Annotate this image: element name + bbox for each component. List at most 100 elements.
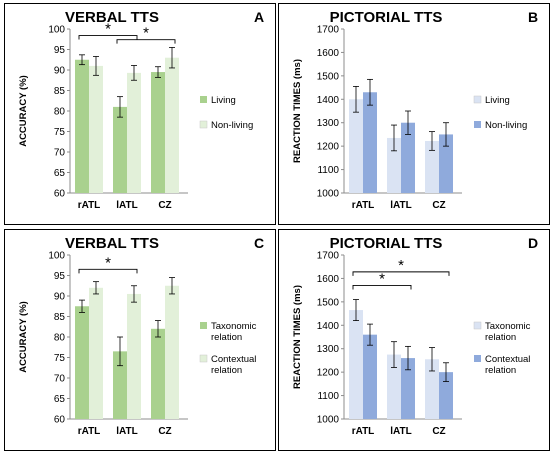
y-tick-label: 80 — [54, 107, 66, 118]
legend-label: Contextual relation — [211, 354, 256, 376]
y-tick-label: 65 — [54, 394, 66, 405]
bar — [165, 57, 179, 194]
chart-d: PICTORIAL TTS D 1000 1100 1200 1300 1400 1500 16… — [278, 229, 550, 451]
y-tick-label: 100 — [48, 25, 65, 36]
x-tick-label: lATL — [116, 426, 137, 437]
bar — [363, 334, 377, 419]
legend-swatch — [474, 355, 481, 362]
y-axis-label: REACTION TIMES (ms) — [292, 285, 303, 389]
legend-swatch — [473, 321, 482, 330]
y-tick-label: 1700 — [317, 25, 340, 36]
significance-bracket — [78, 268, 138, 274]
panel-letter: B — [528, 9, 538, 25]
chart-title: VERBAL TTS — [65, 9, 159, 26]
significance-bracket — [78, 35, 138, 40]
y-tick-label: 85 — [54, 312, 66, 323]
legend-label: Living — [211, 95, 236, 106]
legend-label: Contextual relation — [485, 354, 530, 376]
y-tick-label: 1700 — [317, 251, 340, 262]
legend-label: Taxonomic relation — [211, 321, 257, 343]
y-axis-label: REACTION TIMES (ms) — [292, 59, 303, 163]
y-tick-label: 70 — [54, 148, 66, 159]
bar — [89, 287, 103, 419]
y-tick-label: 75 — [54, 353, 66, 364]
panel-letter: C — [254, 235, 264, 251]
y-tick-label: 1100 — [317, 165, 339, 176]
y-tick-label: 1100 — [317, 391, 339, 402]
bar — [165, 285, 179, 419]
y-tick-label: 1300 — [317, 344, 340, 355]
panel-a: VERBAL TTS A 60 65 70 75 80 85 90 95 100 ACCURACY (… — [4, 3, 276, 225]
chart-a: VERBAL TTS A 60 65 70 75 80 85 90 95 100 ACCURACY (… — [4, 3, 276, 225]
y-tick-label: 1600 — [317, 274, 340, 285]
chart-title: PICTORIAL TTS — [330, 235, 443, 252]
x-tick-label: CZ — [158, 426, 171, 437]
bar — [127, 293, 141, 419]
bar — [401, 358, 415, 419]
panel-d: PICTORIAL TTS D 1000 1100 1200 1300 1400 1500 16… — [278, 229, 550, 451]
significance-bracket — [352, 285, 412, 290]
y-tick-label: 1400 — [317, 321, 340, 332]
legend-label: Non-living — [211, 120, 253, 131]
y-tick-label: 90 — [54, 66, 66, 77]
legend-label: Taxonomic relation — [485, 321, 531, 343]
y-tick-label: 95 — [54, 271, 66, 282]
x-tick-label: rATL — [352, 426, 375, 437]
x-tick-label: lATL — [116, 200, 137, 211]
y-tick-label: 1000 — [317, 415, 340, 426]
bar — [439, 372, 453, 419]
y-tick-label: 1000 — [317, 189, 340, 200]
y-tick-label: 90 — [54, 292, 66, 303]
bar — [75, 306, 89, 419]
legend-swatch — [473, 95, 482, 104]
x-tick-label: rATL — [78, 200, 101, 211]
significance-bracket — [116, 39, 176, 44]
bar — [127, 72, 141, 193]
bar — [151, 72, 165, 193]
significance-marker: * — [105, 254, 111, 271]
y-tick-label: 60 — [54, 415, 66, 426]
x-tick-label: CZ — [432, 200, 445, 211]
y-tick-label: 1200 — [317, 142, 340, 153]
x-tick-label: rATL — [352, 200, 375, 211]
y-tick-label: 75 — [54, 127, 66, 138]
legend-swatch — [474, 121, 481, 128]
bar — [113, 106, 127, 193]
chart-title: VERBAL TTS — [65, 235, 159, 252]
y-axis-label: ACCURACY (%) — [18, 75, 29, 147]
significance-bracket — [352, 271, 450, 276]
y-tick-label: 60 — [54, 189, 66, 200]
bar — [425, 140, 439, 193]
significance-marker: * — [143, 25, 149, 42]
chart-title: PICTORIAL TTS — [330, 9, 443, 26]
y-tick-label: 1200 — [317, 368, 340, 379]
y-tick-label: 1600 — [317, 48, 340, 59]
bar — [439, 134, 453, 193]
significance-marker: * — [105, 21, 111, 38]
y-tick-label: 1400 — [317, 95, 340, 106]
y-tick-label: 100 — [48, 251, 65, 262]
y-tick-label: 65 — [54, 168, 66, 179]
y-tick-label: 85 — [54, 86, 66, 97]
y-tick-label: 1500 — [317, 297, 340, 308]
y-tick-label: 1300 — [317, 118, 340, 129]
legend-swatch — [199, 120, 208, 129]
bar — [75, 59, 89, 193]
bar — [349, 99, 363, 193]
bar — [425, 359, 439, 419]
legend-label: Living — [485, 95, 510, 106]
y-tick-label: 70 — [54, 374, 66, 385]
y-axis-label: ACCURACY (%) — [18, 301, 29, 373]
legend-label: Non-living — [485, 120, 527, 131]
legend-swatch — [200, 96, 207, 103]
x-tick-label: lATL — [390, 200, 411, 211]
bar — [401, 122, 415, 193]
chart-c: VERBAL TTS C 60 65 70 75 80 85 90 95 100 ACCURACY (… — [4, 229, 276, 451]
bar — [387, 354, 401, 419]
bar — [151, 328, 165, 419]
legend-swatch — [199, 354, 208, 363]
bar — [113, 351, 127, 419]
x-tick-label: rATL — [78, 426, 101, 437]
panel-b: PICTORIAL TTS B 1000 1100 1200 1300 1400 1500 16… — [278, 3, 550, 225]
